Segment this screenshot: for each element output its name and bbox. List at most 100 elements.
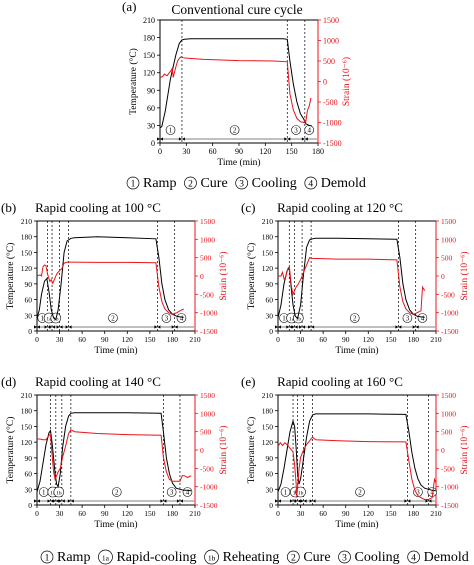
legend-label: Demold	[424, 550, 469, 565]
y-tick-label: 90	[25, 454, 33, 463]
x-tick-label: 60	[319, 509, 327, 518]
phase-arrow-head	[179, 499, 183, 503]
legend-marker	[184, 176, 197, 190]
y2-tick-label: 1500	[200, 217, 215, 226]
phase-label-circle	[229, 125, 240, 135]
phase-label-circle	[53, 486, 65, 498]
y2-axis-label: Strain (10⁻⁶)	[459, 251, 470, 300]
x-tick-label: 150	[144, 509, 156, 518]
phase-arrow-head	[58, 499, 62, 503]
phase-arrow-head	[415, 325, 419, 329]
y-tick-label: 30	[25, 311, 33, 320]
phase-arrow-head	[303, 499, 307, 503]
phase-arrow-head	[52, 499, 56, 503]
panel-title-e: Rapid cooling at 160 °C	[277, 374, 403, 389]
y-tick-label: 210	[262, 391, 274, 400]
x-tick-label: 0	[276, 509, 280, 518]
phase-arrow-head	[395, 325, 399, 329]
x-tick-label: 30	[182, 147, 190, 156]
y2-tick-label: -1500	[441, 327, 459, 336]
phase-arrow-head	[34, 499, 37, 503]
legend-marker-label: 1a	[102, 554, 110, 563]
phase-arrow-head	[44, 325, 48, 329]
y2-tick-label: -1000	[323, 119, 342, 128]
legend-marker	[98, 549, 113, 565]
chart-panel-2: 0 30 60 90 120 150 180 2100306090120150180210-1…	[5, 217, 229, 356]
y2-tick-label: 1000	[441, 235, 456, 244]
phase-arrow-head	[65, 325, 69, 329]
phase-label: 3	[165, 315, 169, 323]
x-tick-label: 90	[101, 335, 109, 344]
x-axis-label: Time (min)	[94, 345, 137, 356]
y2-tick-label: -500	[323, 98, 338, 107]
phase-label: 2	[358, 489, 362, 497]
y-axis-label: Temperature (°C)	[5, 417, 16, 484]
y-tick-label: 150	[21, 422, 33, 431]
phase-arrow-head	[163, 499, 167, 503]
phase-label: 3	[406, 315, 410, 323]
phase-arrow-head	[49, 325, 53, 329]
y-tick-label: 120	[143, 69, 155, 78]
phase-arrow-head	[67, 499, 71, 503]
y2-tick-label: 1500	[323, 16, 339, 25]
phase-label-circle	[291, 125, 301, 135]
x-tick-label: 210	[430, 335, 442, 344]
phase-label: 1b	[296, 317, 302, 323]
phase-arrow-head	[312, 499, 316, 503]
strain-line	[159, 56, 312, 125]
x-tick-label: 210	[189, 509, 201, 518]
y-tick-label: 180	[143, 34, 155, 43]
temperature-line	[277, 413, 437, 493]
chart-panel-5: 0 30 60 90 120 150 180 2100306090120150180210-1…	[246, 391, 470, 530]
phase-label: 4	[186, 489, 190, 497]
legend-marker	[126, 176, 140, 190]
y2-tick-label: -500	[441, 464, 455, 473]
x-tick-label: 0	[158, 147, 162, 156]
phase-label-circle	[176, 313, 187, 323]
x-tick-label: 180	[408, 509, 420, 518]
y2-tick-label: 1000	[323, 37, 339, 46]
y-tick-label: 60	[266, 296, 274, 305]
phase-arrow-head	[425, 499, 429, 503]
y2-tick-label: 0	[323, 78, 327, 87]
x-axis-label: Time (min)	[217, 157, 260, 168]
x-tick-label: 120	[122, 335, 134, 344]
y-tick-label: 90	[266, 280, 274, 289]
phase-label: 1a	[289, 317, 295, 323]
y-tick-label: 60	[147, 104, 155, 113]
y-tick-label: 60	[25, 470, 33, 479]
phase-arrow-head	[157, 137, 160, 141]
phase-arrow-head	[291, 325, 295, 329]
phase-label: 1a	[46, 317, 52, 323]
x-tick-label: 180	[312, 147, 324, 156]
phase-label: 4	[307, 127, 311, 135]
panel-title-c: Rapid cooling at 120 °C	[277, 200, 403, 215]
x-tick-label: 150	[385, 335, 397, 344]
x-tick-label: 150	[286, 147, 298, 156]
phase-arrow-head	[50, 499, 54, 503]
legend-label: Reheating	[223, 550, 280, 565]
legend-marker	[338, 550, 351, 564]
phase-arrow-head	[171, 325, 175, 329]
temperature-line	[159, 38, 313, 129]
y2-tick-label: -1000	[200, 309, 218, 318]
phase-arrow-head	[289, 325, 293, 329]
phase-label-circle	[349, 313, 360, 323]
phase-arrow-head	[160, 499, 164, 503]
phase-arrow-head	[70, 499, 74, 503]
phase-arrow-head	[68, 325, 72, 329]
y-tick-label: 30	[266, 485, 274, 494]
y-axis-label: Temperature (°C)	[246, 417, 257, 484]
y-tick-label: 180	[262, 233, 274, 242]
phase-arrow-head	[278, 499, 281, 503]
y2-axis-label: Strain (10⁻⁶)	[341, 57, 352, 106]
y2-tick-label: 1000	[200, 235, 215, 244]
y-tick-label: 150	[262, 248, 274, 257]
x-tick-label: 60	[209, 147, 217, 156]
y2-tick-label: 500	[441, 428, 453, 437]
y2-tick-label: -500	[200, 290, 214, 299]
phase-arrow-head	[398, 325, 402, 329]
x-tick-label: 30	[56, 509, 64, 518]
phase-arrow-head	[302, 325, 306, 329]
y-tick-label: 120	[21, 264, 33, 273]
